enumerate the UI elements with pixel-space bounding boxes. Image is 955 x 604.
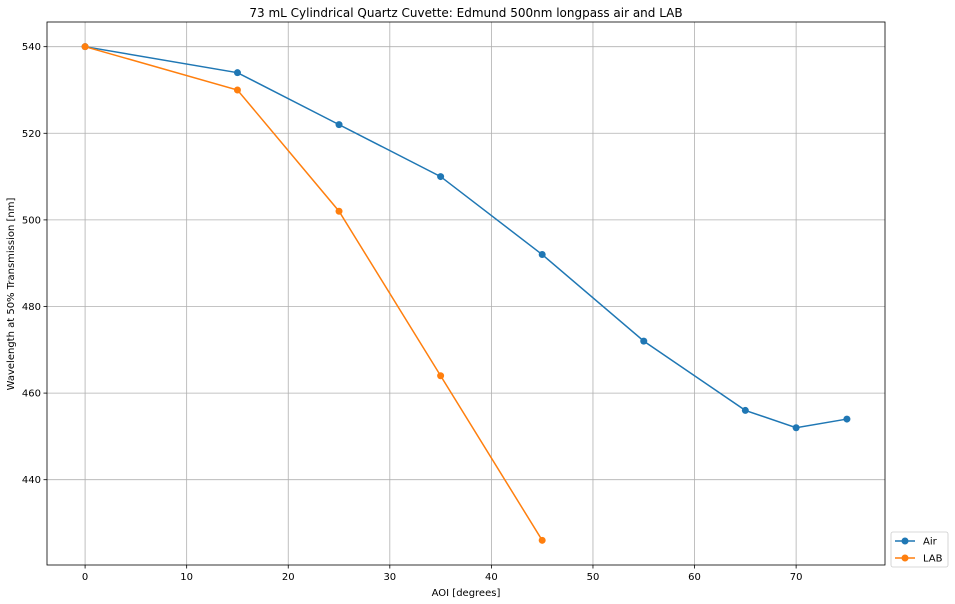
series-air-point bbox=[843, 415, 851, 423]
series-air-point bbox=[335, 121, 343, 129]
y-axis-ticks: 440 460 480 500 520 540 bbox=[22, 42, 47, 486]
legend: Air LAB bbox=[890, 531, 949, 568]
chart-title: 73 mL Cylindrical Quartz Cuvette: Edmund… bbox=[249, 6, 682, 20]
series-lab-point bbox=[335, 207, 343, 215]
legend-air-marker bbox=[901, 537, 909, 545]
x-tick-label: 20 bbox=[282, 572, 295, 583]
x-tick-label: 50 bbox=[587, 572, 600, 583]
x-tick-label: 70 bbox=[790, 572, 803, 583]
x-tick-label: 60 bbox=[688, 572, 701, 583]
series-lab-point bbox=[81, 43, 89, 51]
legend-air-label: Air bbox=[923, 537, 938, 548]
y-axis-title: Wavelength at 50% Transmission [nm] bbox=[6, 198, 17, 391]
series-lab-point bbox=[233, 86, 241, 94]
series-lab-point bbox=[538, 536, 546, 544]
legend-lab-label: LAB bbox=[923, 554, 943, 565]
series-air-point bbox=[538, 251, 546, 259]
plot-frame bbox=[46, 21, 886, 566]
x-tick-label: 10 bbox=[180, 572, 193, 583]
x-axis-ticks: 0 10 20 30 40 50 60 70 bbox=[82, 565, 803, 583]
y-tick-label: 440 bbox=[22, 475, 41, 486]
legend-lab-marker bbox=[901, 554, 909, 562]
series-air-point bbox=[640, 337, 648, 345]
series-layer bbox=[81, 43, 851, 544]
y-tick-label: 520 bbox=[22, 129, 41, 140]
x-tick-label: 0 bbox=[82, 572, 88, 583]
series-air-point bbox=[792, 424, 800, 432]
series-lab-point bbox=[437, 372, 445, 380]
series-air-point bbox=[233, 69, 241, 77]
x-axis-title: AOI [degrees] bbox=[432, 588, 501, 599]
series-air-point bbox=[437, 173, 445, 181]
x-tick-label: 40 bbox=[485, 572, 498, 583]
series-air bbox=[81, 43, 851, 432]
grid-lines bbox=[47, 22, 885, 565]
y-tick-label: 460 bbox=[22, 389, 41, 400]
series-lab bbox=[81, 43, 546, 544]
x-tick-label: 30 bbox=[383, 572, 396, 583]
y-tick-label: 500 bbox=[22, 215, 41, 226]
y-tick-label: 480 bbox=[22, 302, 41, 313]
y-tick-label: 540 bbox=[22, 42, 41, 53]
series-air-point bbox=[741, 406, 749, 414]
